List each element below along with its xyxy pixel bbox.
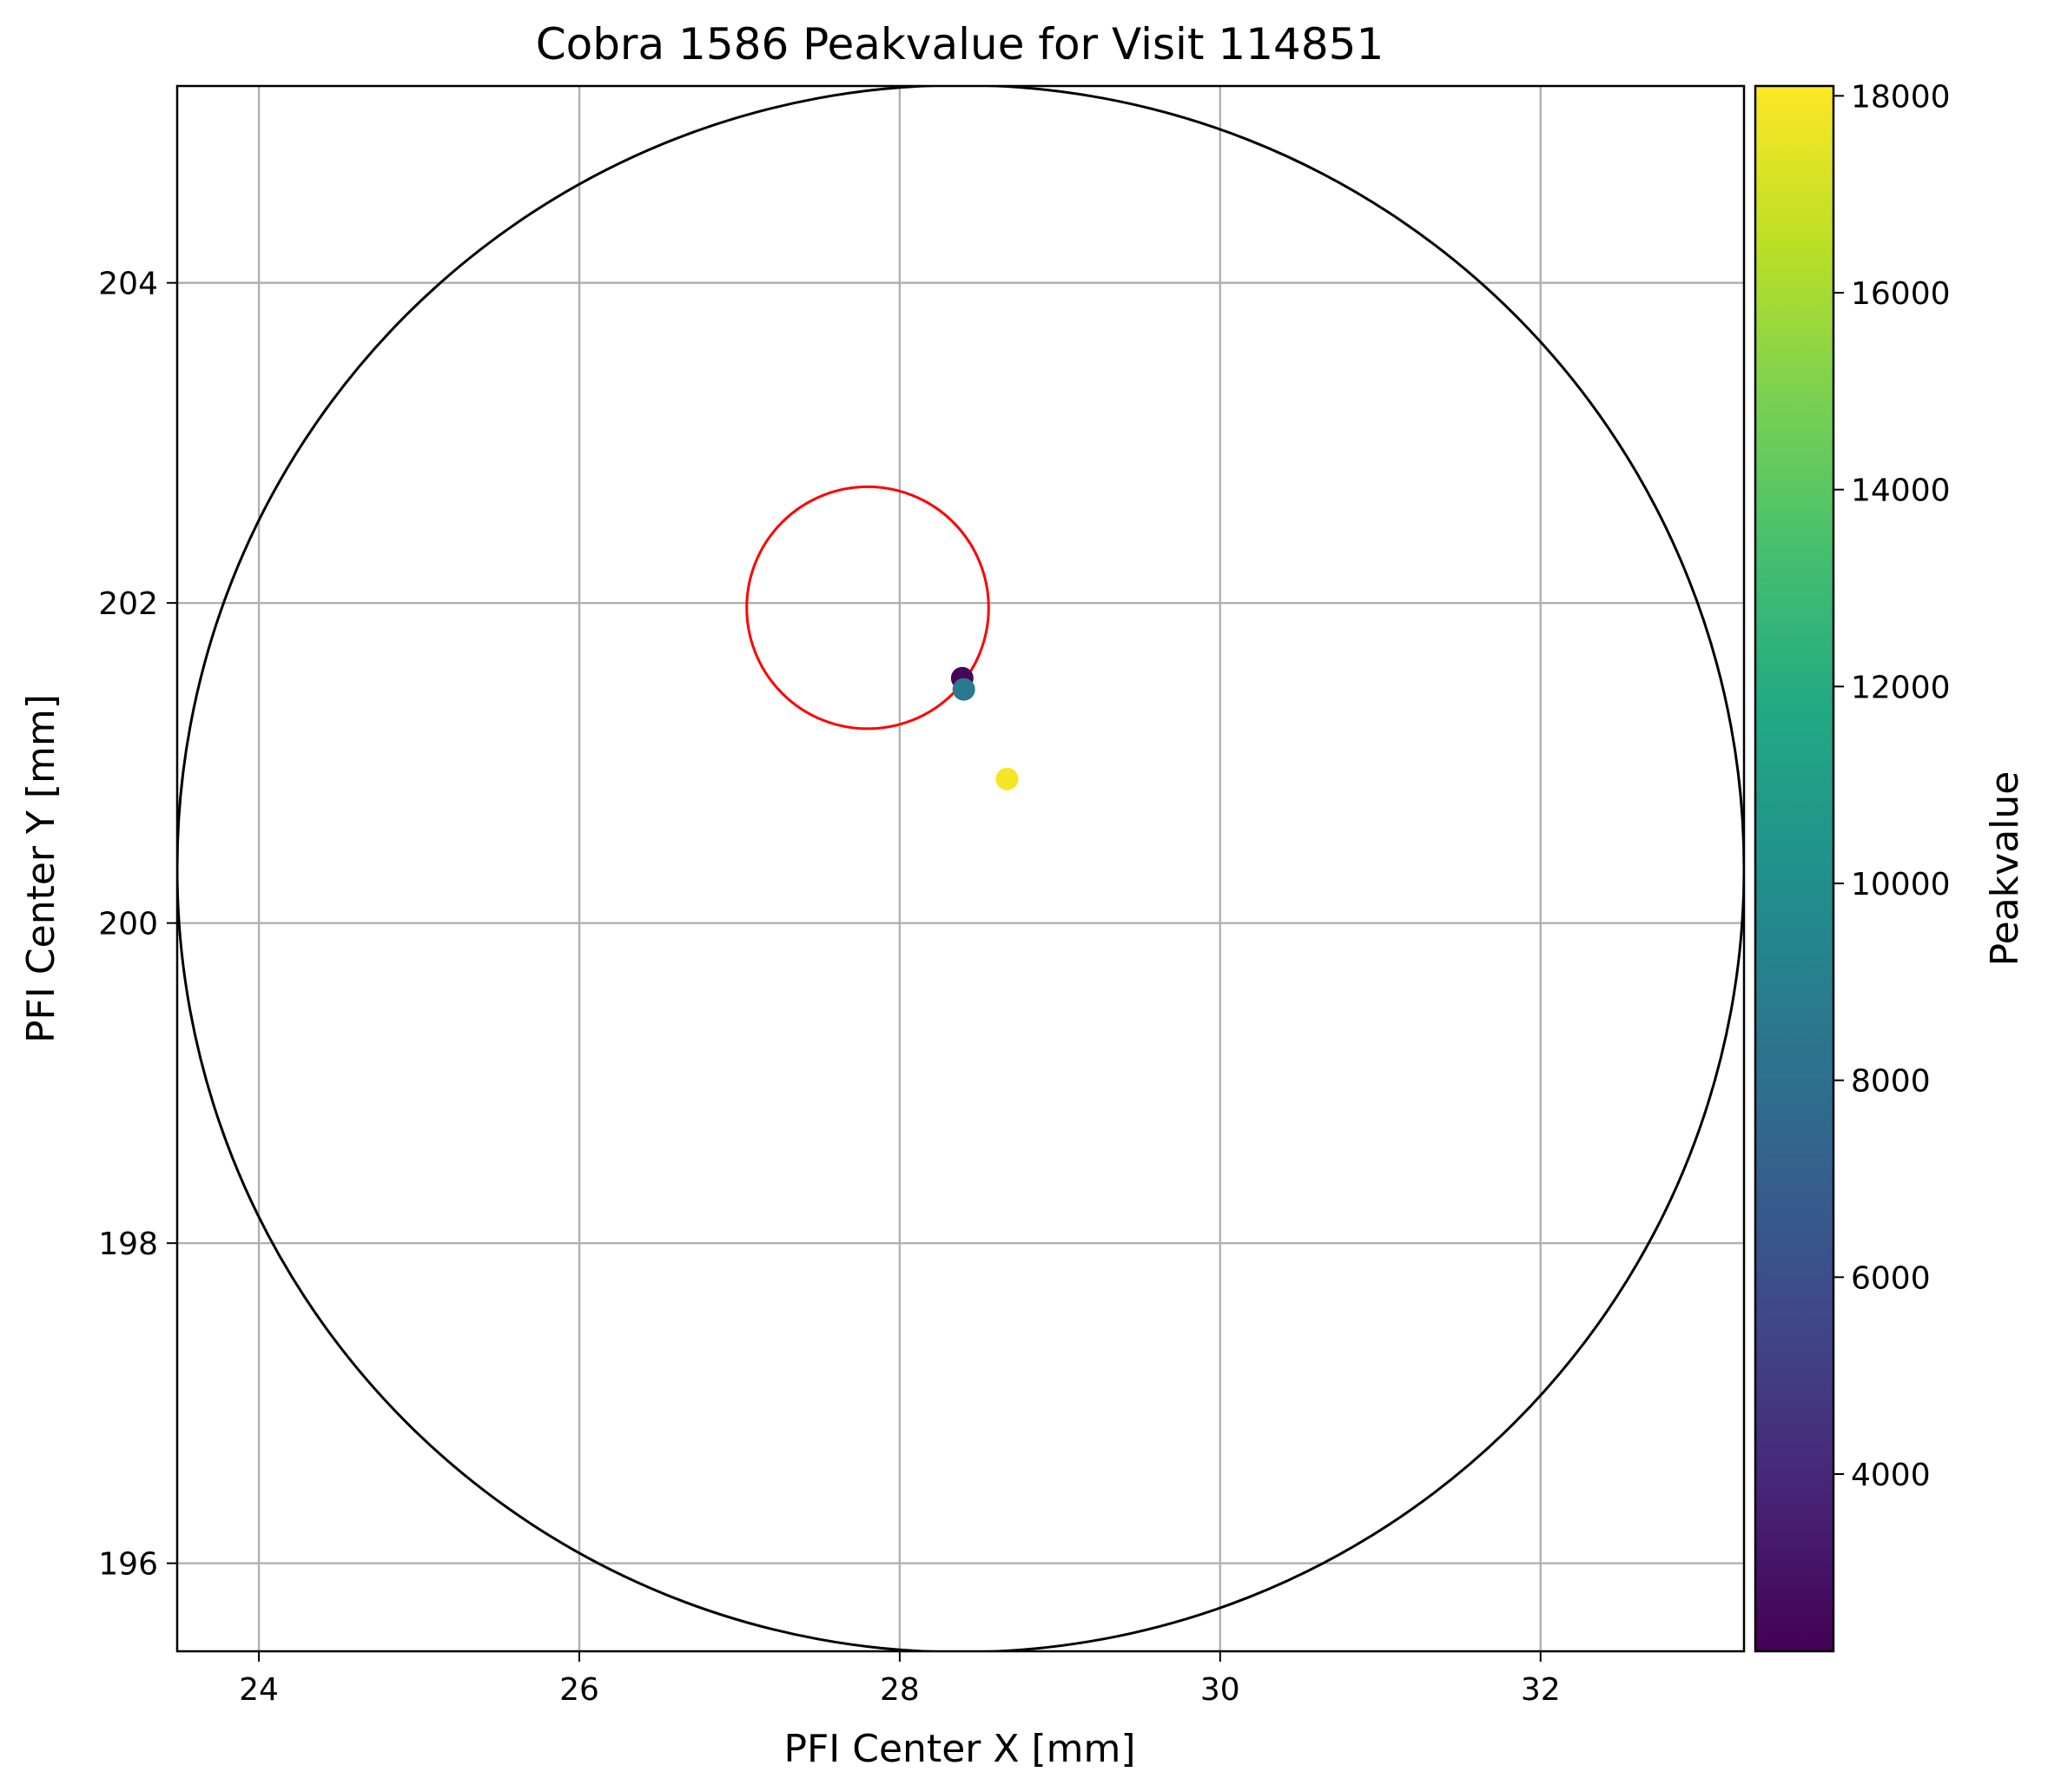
colorbar-ticks: 4000 6000 8000 10000 12000 14000 16000 18000 <box>1833 79 1951 1493</box>
x-axis-ticks: 24 26 28 30 32 <box>239 1651 1561 1708</box>
plot-frame <box>175 84 1746 1653</box>
colorbar-tick-label: 16000 <box>1851 276 1951 312</box>
colorbar-tick-label: 10000 <box>1851 867 1951 903</box>
colorbar-label: Peakvalue <box>1983 771 2027 967</box>
y-tick-label: 202 <box>98 586 158 622</box>
x-tick-label: 32 <box>1521 1672 1561 1708</box>
x-tick-label: 28 <box>880 1672 920 1708</box>
x-tick-label: 30 <box>1200 1672 1240 1708</box>
y-tick-label: 204 <box>98 267 158 302</box>
colorbar-tick-label: 6000 <box>1851 1260 1931 1296</box>
data-point <box>995 767 1019 790</box>
x-axis-label: PFI Center X [mm] <box>783 1727 1135 1771</box>
y-tick-label: 200 <box>98 907 158 942</box>
data-point <box>952 678 975 701</box>
colorbar-tick-label: 18000 <box>1851 79 1951 115</box>
y-axis-ticks: 196 198 200 202 204 <box>98 267 177 1583</box>
patrol-circle <box>177 86 1744 1651</box>
colorbar-tick-label: 8000 <box>1851 1064 1931 1100</box>
gridlines <box>177 86 1744 1651</box>
chart-title: Cobra 1586 Peakvalue for Visit 114851 <box>536 19 1384 69</box>
colorbar-tick-label: 12000 <box>1851 670 1951 705</box>
data-points <box>950 666 1019 790</box>
colorbar-tick-label: 14000 <box>1851 473 1951 509</box>
colorbar <box>1754 84 1835 1653</box>
colorbar-tick-label: 4000 <box>1851 1458 1931 1493</box>
circle-overlays <box>177 86 1744 1651</box>
y-tick-label: 198 <box>98 1227 158 1262</box>
y-tick-label: 196 <box>98 1547 158 1583</box>
x-tick-label: 26 <box>559 1672 599 1708</box>
target-circle <box>745 485 990 731</box>
y-axis-label: PFI Center Y [mm] <box>19 694 63 1043</box>
x-tick-label: 24 <box>239 1672 279 1708</box>
